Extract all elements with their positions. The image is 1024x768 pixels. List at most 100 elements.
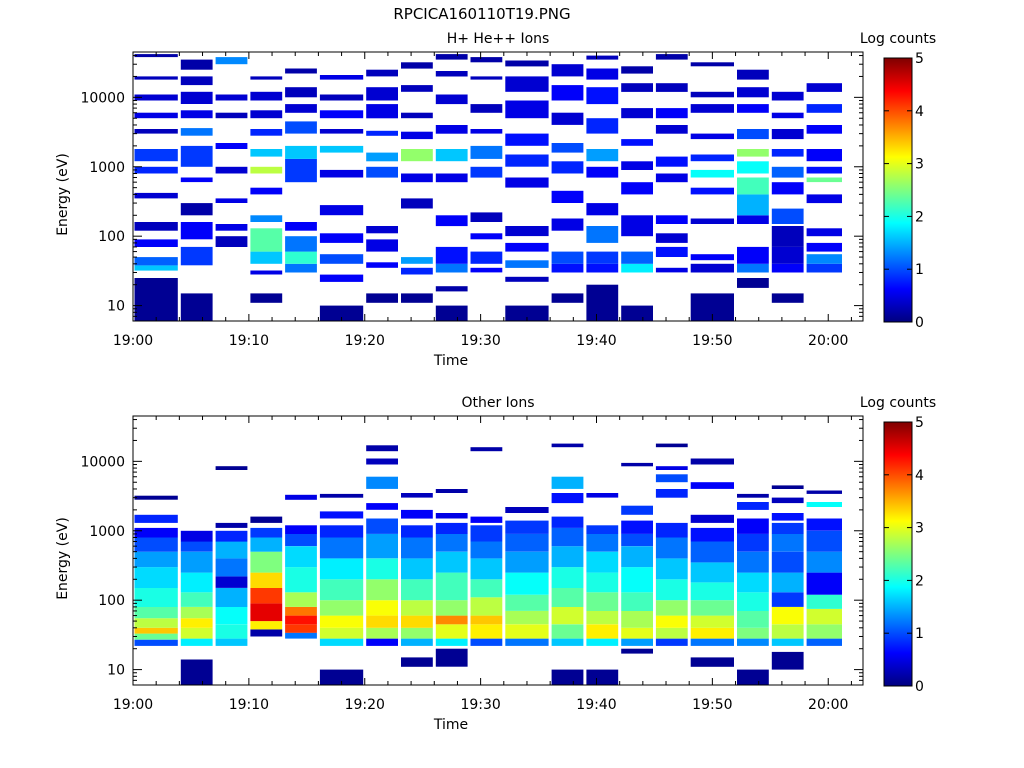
heatmap-cell xyxy=(621,520,653,534)
heatmap-cell xyxy=(285,606,317,616)
heatmap-cell xyxy=(551,112,584,125)
heatmap-cell xyxy=(586,572,619,593)
heatmap-cell xyxy=(435,286,468,292)
heatmap-cell xyxy=(655,466,688,470)
colorbar-gradient xyxy=(883,57,913,323)
heatmap-cell xyxy=(551,218,584,231)
heatmap-cell xyxy=(134,166,178,174)
heatmap-cell xyxy=(366,600,398,616)
heatmap-cell xyxy=(690,187,734,195)
heatmap-cell xyxy=(505,610,549,625)
heatmap-cell xyxy=(435,489,468,493)
heatmap-cell xyxy=(621,648,653,654)
heatmap-cell xyxy=(551,527,584,547)
heatmap-cell xyxy=(655,579,688,601)
heatmap-cell xyxy=(806,104,842,113)
heatmap-cell xyxy=(366,226,398,234)
heatmap-cell xyxy=(366,579,398,601)
heatmap-cell xyxy=(771,149,804,157)
heatmap-cell xyxy=(180,530,213,542)
heatmap-cell xyxy=(621,627,653,639)
heatmap-cell xyxy=(806,83,842,92)
heatmap-cell xyxy=(250,603,283,622)
figure-title: RPCICA160110T19.PNG xyxy=(393,5,570,23)
heatmap-cell xyxy=(621,215,653,237)
colorbar-gradient xyxy=(883,421,913,687)
heatmap-cell xyxy=(586,525,619,534)
heatmap-cell xyxy=(435,572,468,601)
heatmap-cell xyxy=(285,533,317,547)
heatmap-cell xyxy=(134,278,178,321)
heatmap-cell xyxy=(401,525,433,538)
colorbar-tick-label: 0 xyxy=(915,679,924,695)
heatmap-cell xyxy=(215,94,248,101)
heatmap-cell xyxy=(621,610,653,628)
heatmap-cell xyxy=(285,546,317,568)
heatmap-cell xyxy=(435,624,468,639)
colorbar-label: Log counts xyxy=(860,31,936,47)
heatmap-cell xyxy=(771,166,804,178)
heatmap-cell xyxy=(134,94,178,101)
heatmap-cell xyxy=(285,222,317,231)
heatmap-cell xyxy=(690,638,734,646)
heatmap-cell xyxy=(771,572,804,593)
heatmap-cell xyxy=(655,125,688,134)
heatmap-cell xyxy=(586,87,619,105)
heatmap-cell xyxy=(366,558,398,580)
heatmap-cell xyxy=(366,503,398,510)
heatmap-cell xyxy=(435,246,468,264)
heatmap-cell xyxy=(250,270,283,275)
heatmap-cell xyxy=(401,198,433,209)
heatmap-cell xyxy=(737,263,769,273)
heatmap-cell xyxy=(470,104,503,113)
heatmap-cell xyxy=(285,567,317,593)
heatmap-cell xyxy=(401,293,433,303)
heatmap-cell xyxy=(505,177,549,188)
panel-2: Other Ions 19:00 19:10 19:20 19:30 19:40 19:50… xyxy=(55,395,936,733)
heatmap-cell xyxy=(690,657,734,667)
x-axis-label: Time xyxy=(433,717,468,733)
heatmap-cell xyxy=(250,251,283,264)
heatmap-cell xyxy=(319,205,364,216)
heatmap-cell xyxy=(551,251,584,264)
heatmap-cell xyxy=(737,551,769,573)
heatmap-cell xyxy=(586,203,619,216)
heatmap-cell xyxy=(366,87,398,101)
y-tick-label: 1000 xyxy=(89,524,125,540)
heatmap-cell xyxy=(250,228,283,252)
heatmap-cell xyxy=(771,651,804,670)
heatmap-cell xyxy=(690,218,734,224)
y-tick-label: 100 xyxy=(98,229,125,245)
heatmap-cell xyxy=(319,94,364,101)
heatmap-cell xyxy=(366,166,398,178)
heatmap-cell xyxy=(285,263,317,273)
heatmap-cell xyxy=(134,527,178,538)
heatmap-cell xyxy=(134,551,178,568)
heatmap-cell xyxy=(215,198,248,203)
heatmap-cell xyxy=(771,226,804,247)
heatmap-cell xyxy=(690,169,734,178)
heatmap-cell xyxy=(737,215,769,224)
heatmap-cell xyxy=(655,474,688,483)
heatmap-cell xyxy=(551,443,584,448)
heatmap-cell xyxy=(134,129,178,134)
y-tick-label: 10000 xyxy=(80,90,125,106)
heatmap-cell xyxy=(401,131,433,140)
heatmap-cell xyxy=(655,615,688,628)
heatmap-cell xyxy=(470,57,503,63)
heatmap-cell xyxy=(586,624,619,639)
colorbar-tick-label: 1 xyxy=(915,626,924,642)
x-tick-label: 19:30 xyxy=(460,697,500,713)
heatmap-cell xyxy=(505,507,549,513)
heatmap-cell xyxy=(319,511,364,519)
heatmap-cell xyxy=(737,493,769,498)
heatmap-cell xyxy=(180,638,213,646)
heatmap-cell xyxy=(319,233,364,243)
x-tick-label: 19:40 xyxy=(576,333,616,349)
heatmap-cell xyxy=(737,149,769,157)
heatmap-cell xyxy=(250,76,283,80)
heatmap-cell xyxy=(285,525,317,534)
heatmap-cell xyxy=(470,615,503,625)
heatmap-cell xyxy=(771,638,804,646)
